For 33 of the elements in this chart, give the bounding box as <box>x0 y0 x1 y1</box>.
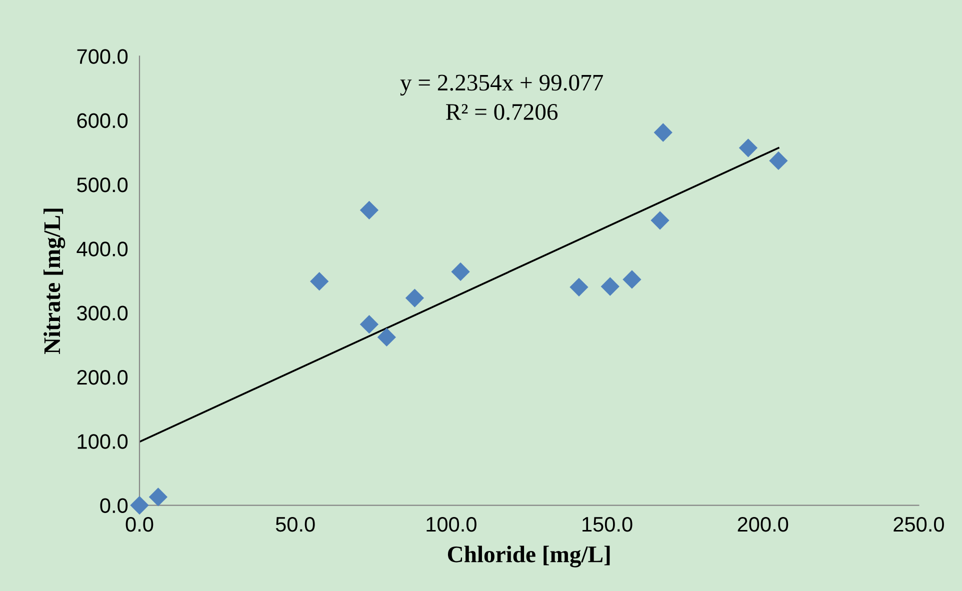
y-tick-label: 400.0 <box>76 242 128 256</box>
point <box>148 488 168 506</box>
point <box>600 277 620 296</box>
y-axis-title: Nitrate [mg/L] <box>44 208 66 354</box>
y-tick-label: 500.0 <box>77 177 128 192</box>
y-tick-label: 600.0 <box>77 113 128 128</box>
point <box>622 270 642 289</box>
point <box>377 328 396 347</box>
point <box>451 262 470 282</box>
point <box>570 278 588 296</box>
annotation: y = 2.2354x + 99.077 <box>400 74 604 96</box>
annotation: R² = 0.7206 <box>446 104 558 120</box>
x-tick-label: 100.0 <box>426 516 476 532</box>
x-tick-label: 50.0 <box>276 516 315 532</box>
point <box>310 272 329 291</box>
point <box>405 288 424 308</box>
point <box>769 151 788 170</box>
x-tick-label: 150.0 <box>582 516 632 532</box>
x-axis-title: Chloride [mg/L] <box>448 546 610 568</box>
y-tick-label: 700.0 <box>77 49 128 64</box>
point <box>650 211 670 230</box>
point <box>130 496 149 515</box>
x-tick-label: 200.0 <box>738 516 788 532</box>
y-tick-label: 0.0 <box>100 498 128 514</box>
point <box>360 315 379 334</box>
point <box>360 200 379 220</box>
y-tick-label: 100.0 <box>78 434 128 449</box>
x-tick-label: 0.0 <box>126 516 154 532</box>
point <box>738 138 758 158</box>
x-tick-label: 250.0 <box>894 516 944 532</box>
y-tick-label: 200.0 <box>77 370 128 385</box>
y-tick-label: 300.0 <box>77 306 128 321</box>
point <box>654 123 672 142</box>
